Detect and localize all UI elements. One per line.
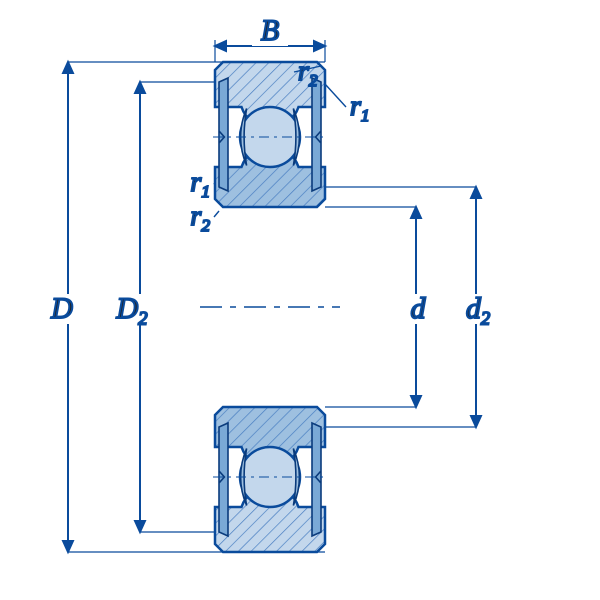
- dim-B-label: B: [261, 14, 279, 47]
- dim-D2: D2: [110, 82, 215, 532]
- seal-right: [312, 423, 321, 536]
- bearing-half-bottom: [213, 407, 327, 552]
- seal-right: [312, 78, 321, 191]
- dim-d-label: d: [411, 292, 427, 325]
- label-r2-inner: r2: [190, 201, 210, 235]
- label-r1-inner: r1: [190, 167, 210, 201]
- dim-D-label: D: [50, 292, 73, 325]
- label-r1-outer: r1: [350, 91, 370, 125]
- dim-d: d: [325, 207, 438, 407]
- seal-left: [219, 423, 228, 536]
- seal-left: [219, 78, 228, 191]
- dim-B: B: [215, 14, 325, 62]
